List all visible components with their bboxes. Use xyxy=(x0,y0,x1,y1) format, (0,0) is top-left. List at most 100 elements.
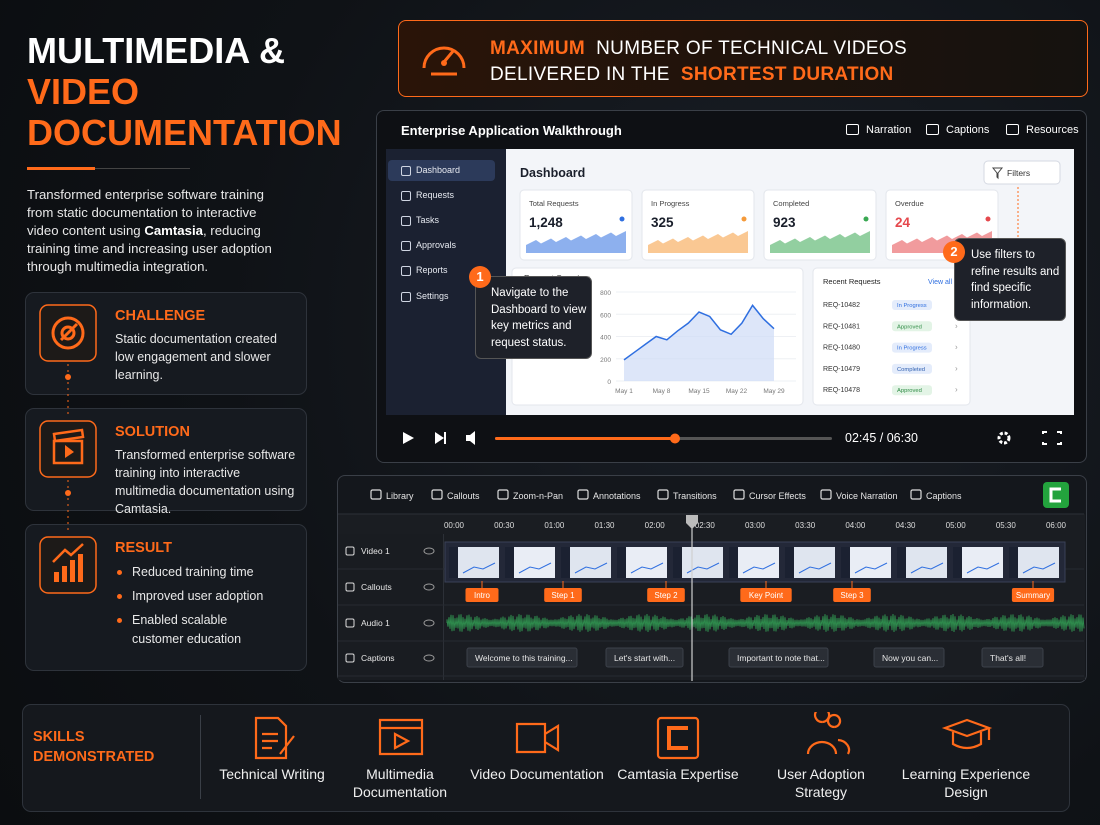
nav-active xyxy=(388,160,495,181)
thumbnail-bar xyxy=(673,547,682,578)
title: MULTIMEDIA & VIDEO DOCUMENTATION xyxy=(27,30,342,153)
tool[interactable]: Annotations xyxy=(593,491,641,501)
tool-icon xyxy=(657,489,669,500)
title-line: DOCUMENTATION xyxy=(27,112,342,153)
player-control[interactable]: Narration xyxy=(866,124,912,136)
progress-knob xyxy=(670,433,680,444)
result-text: Reduced training time xyxy=(132,565,254,579)
ruler-label: 04:30 xyxy=(895,521,916,530)
nav-icon xyxy=(401,166,411,176)
player-control[interactable]: Resources xyxy=(1026,124,1079,136)
tool[interactable]: Transitions xyxy=(673,491,717,501)
filter-label[interactable]: Filters xyxy=(1007,168,1030,178)
tool-icon xyxy=(820,489,832,500)
track-icon xyxy=(345,653,355,663)
tool[interactable]: Captions xyxy=(926,491,962,501)
chevron: › xyxy=(955,343,958,352)
nav-icon xyxy=(401,191,411,201)
player-control[interactable]: Captions xyxy=(946,124,990,136)
waveform xyxy=(446,613,1085,633)
callout-number: 2 xyxy=(943,241,965,263)
sparkline xyxy=(526,231,626,253)
status: In Progress xyxy=(897,303,927,309)
callout-marker: Summary xyxy=(1016,591,1050,600)
thumbnail-chart xyxy=(854,562,888,574)
nav-item[interactable]: Settings xyxy=(416,291,449,301)
next-icon xyxy=(435,432,444,444)
thumbnail-bar xyxy=(561,547,570,578)
x-tick-label: May 15 xyxy=(688,388,710,395)
result-text: Improved user adoption xyxy=(132,589,264,603)
nav-item[interactable]: Requests xyxy=(416,190,455,200)
marker-box xyxy=(465,588,499,602)
thumbnail-bar xyxy=(953,547,962,578)
tool[interactable]: Callouts xyxy=(447,491,480,501)
nav-icon xyxy=(401,216,411,226)
nav-icon xyxy=(401,292,411,302)
tool[interactable]: Cursor Effects xyxy=(749,491,806,501)
tool[interactable]: Zoom-n-Pan xyxy=(513,491,563,501)
marker-box xyxy=(647,588,685,602)
intro-text: , reducing training time and increasing … xyxy=(27,223,272,274)
status: Approved xyxy=(897,388,922,394)
dot xyxy=(65,374,71,380)
metric-label: Overdue xyxy=(895,199,924,208)
card-title: SOLUTION xyxy=(115,424,190,440)
ruler-label: 04:00 xyxy=(845,521,866,530)
control-icon xyxy=(1006,124,1019,135)
icon xyxy=(60,325,76,341)
bullet xyxy=(117,594,122,599)
banner-highlight: SHORTEST DURATION xyxy=(680,64,894,85)
intro-text: Transformed enterprise software training… xyxy=(27,187,264,238)
visibility-icon xyxy=(423,583,435,591)
x-tick-label: May 8 xyxy=(653,388,671,395)
icon xyxy=(62,566,67,582)
nav-item[interactable]: Tasks xyxy=(416,215,440,225)
caption: Let's start with... xyxy=(614,653,675,663)
nav-item[interactable]: Approvals xyxy=(416,240,457,250)
control-icon xyxy=(926,124,939,135)
icon xyxy=(54,572,59,582)
recent-link[interactable]: View all xyxy=(928,279,952,286)
chart-line xyxy=(623,304,775,361)
request-id: REQ-10480 xyxy=(823,345,860,352)
icon xyxy=(65,445,74,458)
metric-dot xyxy=(863,216,869,222)
thumbnail-chart xyxy=(910,562,944,574)
intro: Transformed enterprise software training… xyxy=(27,186,289,276)
caption: Now you can... xyxy=(882,653,938,663)
caption: That's all! xyxy=(990,653,1026,663)
result-item: Enabled scalable customer education xyxy=(115,611,265,649)
playback-bar xyxy=(403,431,1062,445)
player-title: Enterprise Application Walkthrough xyxy=(401,123,622,138)
visibility-icon xyxy=(423,619,435,627)
status-pill xyxy=(892,342,932,353)
caption-clip xyxy=(605,647,684,668)
metric-value: 325 xyxy=(651,215,674,230)
caption-clip xyxy=(873,647,945,668)
icon xyxy=(59,322,79,342)
nav-icon xyxy=(401,266,411,276)
skill-icon xyxy=(515,722,560,754)
y-tick-label: 200 xyxy=(600,357,611,364)
y-tick-label: 600 xyxy=(600,312,611,319)
nav-item[interactable]: Dashboard xyxy=(416,165,461,175)
sparkline xyxy=(648,231,748,253)
skill: Camtasia Expertise xyxy=(617,766,739,782)
divider xyxy=(200,715,201,799)
chevron: › xyxy=(955,364,958,373)
skill-icons xyxy=(254,712,993,760)
skill-icon xyxy=(656,716,700,760)
track-name: Audio 1 xyxy=(361,618,390,628)
tool[interactable]: Library xyxy=(386,491,414,501)
nav-item[interactable]: Reports xyxy=(416,265,448,275)
result-item: Reduced training time xyxy=(115,563,265,582)
caption-clip xyxy=(466,647,578,668)
metric-dot xyxy=(985,216,991,222)
settings-icon xyxy=(997,431,1011,445)
ruler-label: 05:30 xyxy=(996,521,1017,530)
tool[interactable]: Voice Narration xyxy=(836,491,898,501)
recent-panel xyxy=(812,267,971,406)
callout-marker: Key Point xyxy=(749,591,784,600)
